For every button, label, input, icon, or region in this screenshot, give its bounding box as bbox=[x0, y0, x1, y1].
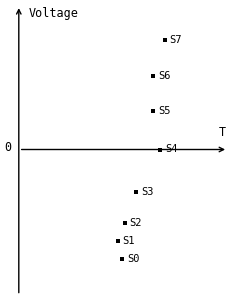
Text: S5: S5 bbox=[158, 106, 170, 116]
Text: S3: S3 bbox=[141, 187, 154, 197]
Text: S4: S4 bbox=[165, 144, 177, 155]
Text: S2: S2 bbox=[130, 218, 142, 228]
Text: 0: 0 bbox=[5, 141, 12, 154]
Text: S1: S1 bbox=[123, 236, 135, 246]
Text: S7: S7 bbox=[170, 36, 182, 45]
Text: S0: S0 bbox=[127, 254, 140, 263]
Text: S6: S6 bbox=[158, 71, 170, 81]
Text: Voltage: Voltage bbox=[28, 7, 78, 20]
Text: T: T bbox=[219, 126, 226, 139]
